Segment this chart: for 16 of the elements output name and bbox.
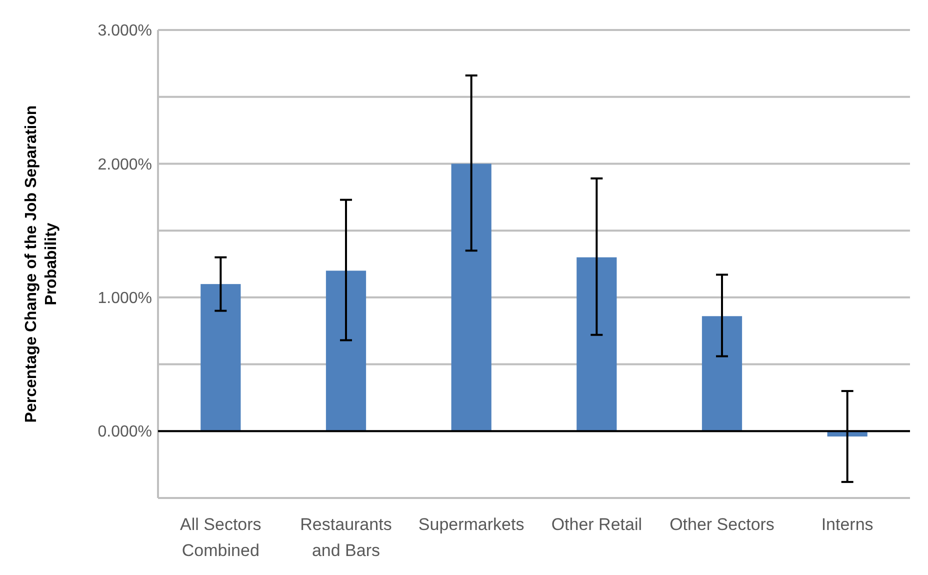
y-tick-label: 3.000% — [98, 22, 152, 40]
bar — [702, 316, 742, 432]
x-tick-label: Supermarkets — [418, 515, 524, 534]
y-tick-label: 0.000% — [98, 424, 152, 441]
x-tick-label: Other Sectors — [670, 515, 774, 534]
y-tick-label: 1.000% — [98, 290, 152, 308]
y-axis-title: Percentage Change of the Job Separation Probability — [23, 105, 60, 423]
bar — [200, 284, 241, 432]
x-tick-label: Interns — [821, 515, 874, 534]
bar — [576, 257, 617, 432]
x-tick-label: Restaurants and Bars — [300, 515, 392, 560]
y-tick-label: 2.000% — [98, 156, 152, 174]
x-tick-label: All Sectors Combined — [180, 515, 262, 560]
bar — [451, 164, 492, 432]
x-tick-label: Other Retail — [551, 515, 642, 534]
bar — [326, 270, 366, 432]
